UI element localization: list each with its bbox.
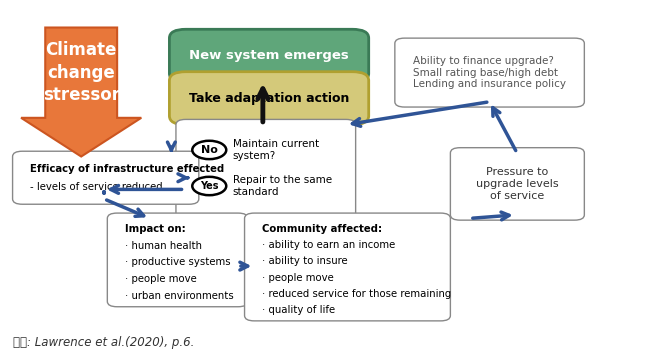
Text: · quality of life: · quality of life [262, 305, 335, 315]
FancyBboxPatch shape [450, 148, 585, 220]
FancyBboxPatch shape [244, 213, 450, 321]
FancyBboxPatch shape [395, 38, 585, 107]
Text: Community affected:: Community affected: [262, 224, 382, 234]
Circle shape [192, 141, 226, 159]
Text: 자료: Lawrence et al.(2020), p.6.: 자료: Lawrence et al.(2020), p.6. [13, 336, 194, 349]
Text: Yes: Yes [200, 181, 219, 191]
Text: New system emerges: New system emerges [189, 49, 349, 62]
FancyBboxPatch shape [107, 213, 248, 307]
Text: · productive systems: · productive systems [125, 257, 231, 267]
Text: · human health: · human health [125, 241, 202, 251]
Text: Efficacy of infrastructure effected: Efficacy of infrastructure effected [30, 164, 225, 174]
Text: No: No [201, 145, 217, 155]
Text: · ability to insure: · ability to insure [262, 256, 348, 266]
Text: · ability to earn an income: · ability to earn an income [262, 240, 395, 250]
Text: Maintain current
system?: Maintain current system? [233, 139, 319, 161]
Circle shape [192, 177, 226, 195]
FancyBboxPatch shape [13, 151, 199, 204]
Text: · people move: · people move [262, 272, 334, 283]
Text: - levels of service reduced: - levels of service reduced [30, 182, 163, 192]
Text: Ability to finance upgrade?
Small rating base/high debt
Lending and insurance po: Ability to finance upgrade? Small rating… [413, 56, 566, 89]
Text: · people move: · people move [125, 274, 197, 284]
Text: · reduced service for those remaining: · reduced service for those remaining [262, 289, 451, 299]
Text: Repair to the same
standard: Repair to the same standard [233, 175, 332, 197]
Text: Impact on:: Impact on: [125, 224, 186, 234]
FancyBboxPatch shape [169, 29, 368, 82]
Text: Take adaptation action: Take adaptation action [189, 92, 349, 105]
Text: Climate
change
stressor: Climate change stressor [43, 42, 120, 104]
FancyBboxPatch shape [169, 72, 368, 125]
Text: · urban environments: · urban environments [125, 291, 234, 300]
FancyBboxPatch shape [176, 120, 356, 220]
Polygon shape [21, 28, 141, 157]
Text: Pressure to
upgrade levels
of service: Pressure to upgrade levels of service [476, 167, 559, 201]
